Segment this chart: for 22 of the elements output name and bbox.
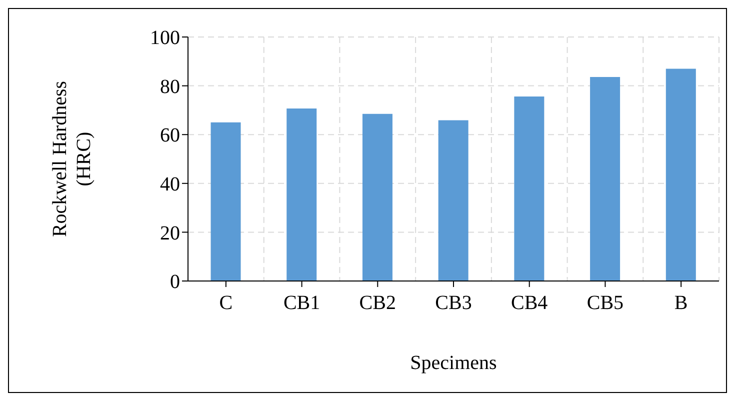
y-tick-label: 40 bbox=[160, 174, 180, 196]
bar bbox=[210, 122, 241, 281]
y-tick-label: 0 bbox=[170, 271, 180, 294]
bar bbox=[666, 68, 696, 281]
x-tick-label: CB3 bbox=[435, 292, 472, 314]
x-tick-label: CB5 bbox=[586, 292, 624, 314]
x-tick-label: CB4 bbox=[511, 292, 548, 314]
bar bbox=[286, 108, 317, 281]
x-axis-title: Specimens bbox=[410, 352, 498, 374]
y-tick-label: 20 bbox=[160, 222, 180, 244]
x-tick-label: CB2 bbox=[359, 292, 396, 314]
bar bbox=[514, 96, 544, 281]
y-tick-label: 80 bbox=[160, 76, 180, 98]
x-tick-label: C bbox=[219, 292, 233, 314]
y-tick-label: 100 bbox=[150, 27, 180, 50]
bar bbox=[590, 77, 620, 281]
bar bbox=[362, 114, 392, 281]
y-tick-label: 60 bbox=[160, 124, 180, 147]
x-tick-label: CB1 bbox=[283, 292, 320, 314]
bar bbox=[438, 120, 468, 281]
x-tick-label: B bbox=[674, 292, 688, 314]
y-axis-title: Rockwell Hardness (HRC) bbox=[49, 80, 95, 238]
